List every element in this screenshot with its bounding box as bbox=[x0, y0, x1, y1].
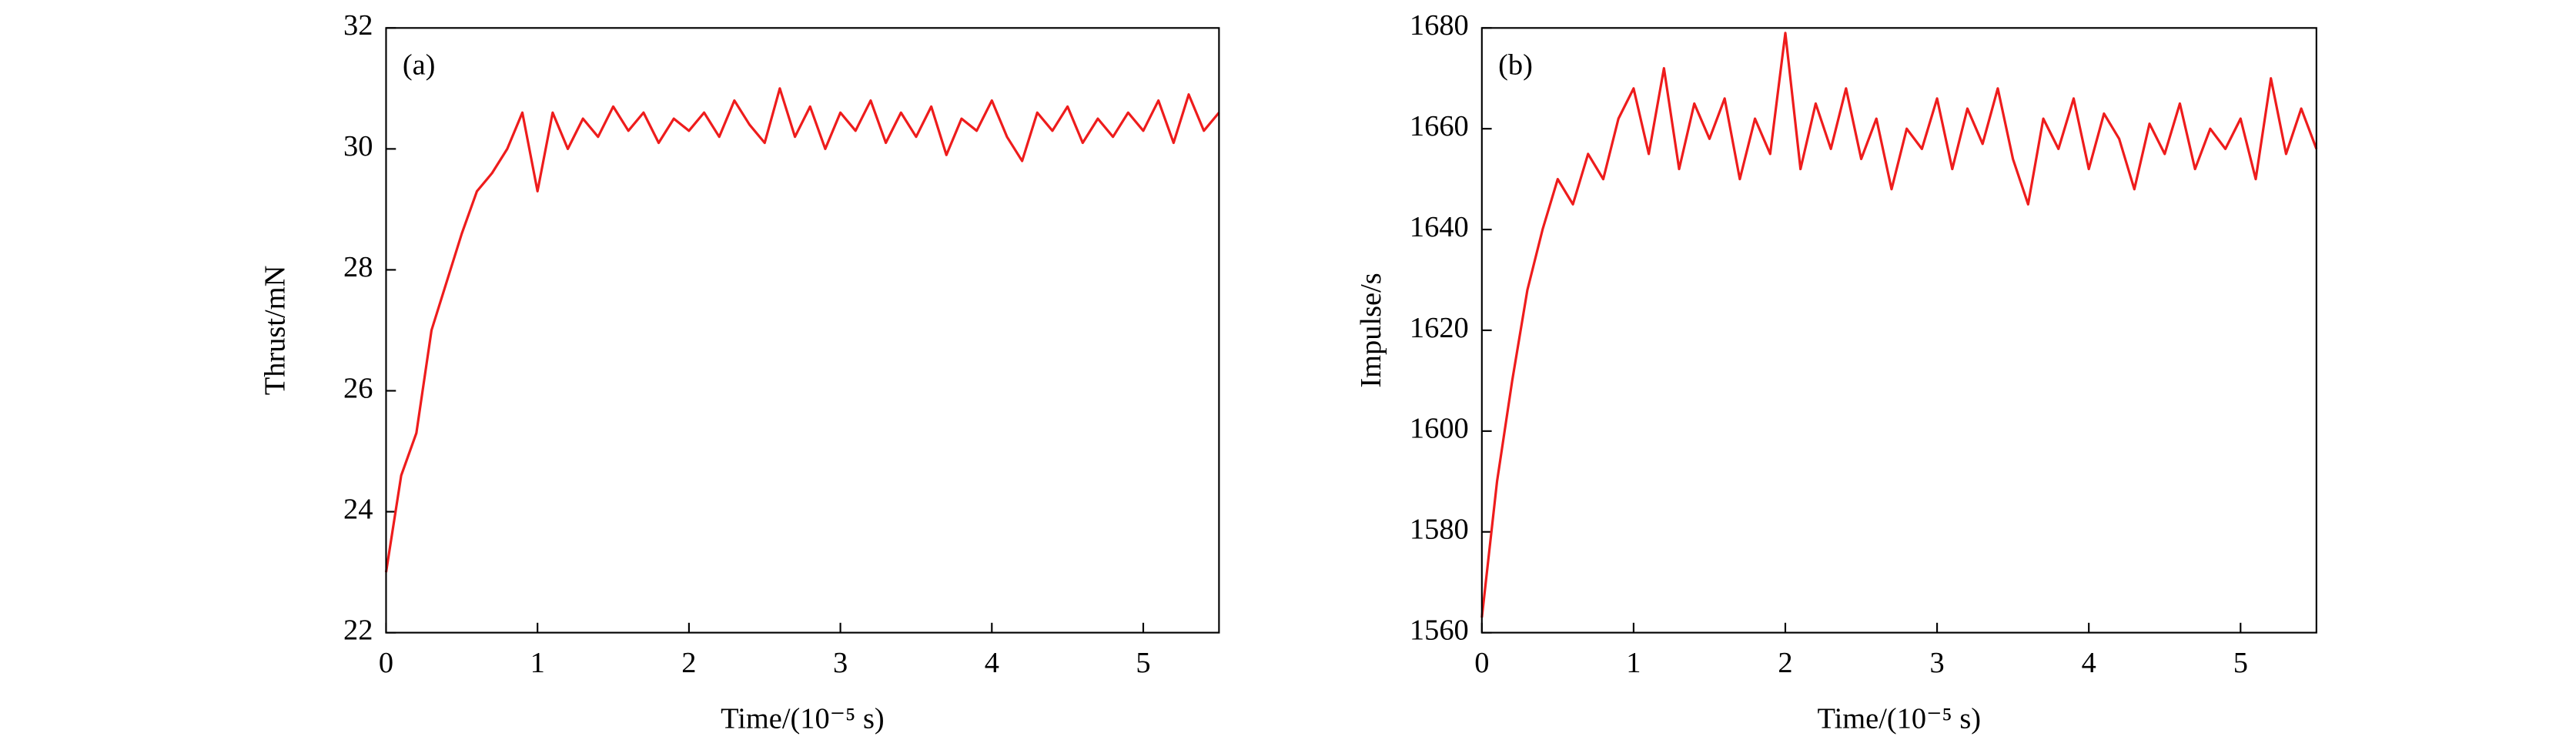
plot-frame bbox=[385, 27, 1220, 634]
y-tick-label: 28 bbox=[343, 251, 373, 283]
x-tick-label: 3 bbox=[833, 647, 848, 679]
y-tick-label: 1560 bbox=[1410, 614, 1469, 646]
y-axis-label: Impulse/s bbox=[1355, 273, 1387, 387]
y-tick-label: 1680 bbox=[1410, 9, 1469, 42]
panel-label: (b) bbox=[1498, 49, 1533, 81]
y-tick-label: 32 bbox=[343, 9, 373, 42]
y-tick-label: 1580 bbox=[1410, 514, 1469, 546]
y-tick-label: 1640 bbox=[1410, 211, 1469, 243]
panel-label: (a) bbox=[403, 49, 436, 81]
y-tick-label: 1620 bbox=[1410, 312, 1469, 344]
y-tick-label: 30 bbox=[343, 130, 373, 162]
x-tick-label: 4 bbox=[985, 647, 999, 679]
x-tick-label: 1 bbox=[530, 647, 545, 679]
x-tick-label: 5 bbox=[2233, 647, 2248, 679]
y-tick-label: 22 bbox=[343, 614, 373, 646]
y-axis-label: Thrust/mN bbox=[259, 266, 291, 396]
x-tick-label: 0 bbox=[379, 647, 393, 679]
x-axis-label: Time/(10⁻⁵ s) bbox=[721, 703, 885, 735]
y-tick-label: 26 bbox=[343, 372, 373, 404]
x-tick-label: 1 bbox=[1626, 647, 1641, 679]
data-line bbox=[1480, 32, 2318, 618]
data-line bbox=[384, 87, 1220, 573]
y-tick-label: 24 bbox=[343, 493, 373, 525]
x-tick-label: 2 bbox=[681, 647, 696, 679]
x-tick-label: 2 bbox=[1778, 647, 1792, 679]
y-tick-label: 1600 bbox=[1410, 413, 1469, 445]
y-tick-label: 1660 bbox=[1410, 110, 1469, 142]
x-tick-label: 3 bbox=[1929, 647, 1944, 679]
x-tick-label: 0 bbox=[1474, 647, 1489, 679]
x-tick-label: 4 bbox=[2082, 647, 2096, 679]
plot-frame bbox=[1480, 27, 2317, 634]
x-tick-label: 5 bbox=[1136, 647, 1150, 679]
x-axis-label: Time/(10⁻⁵ s) bbox=[1818, 703, 1982, 735]
